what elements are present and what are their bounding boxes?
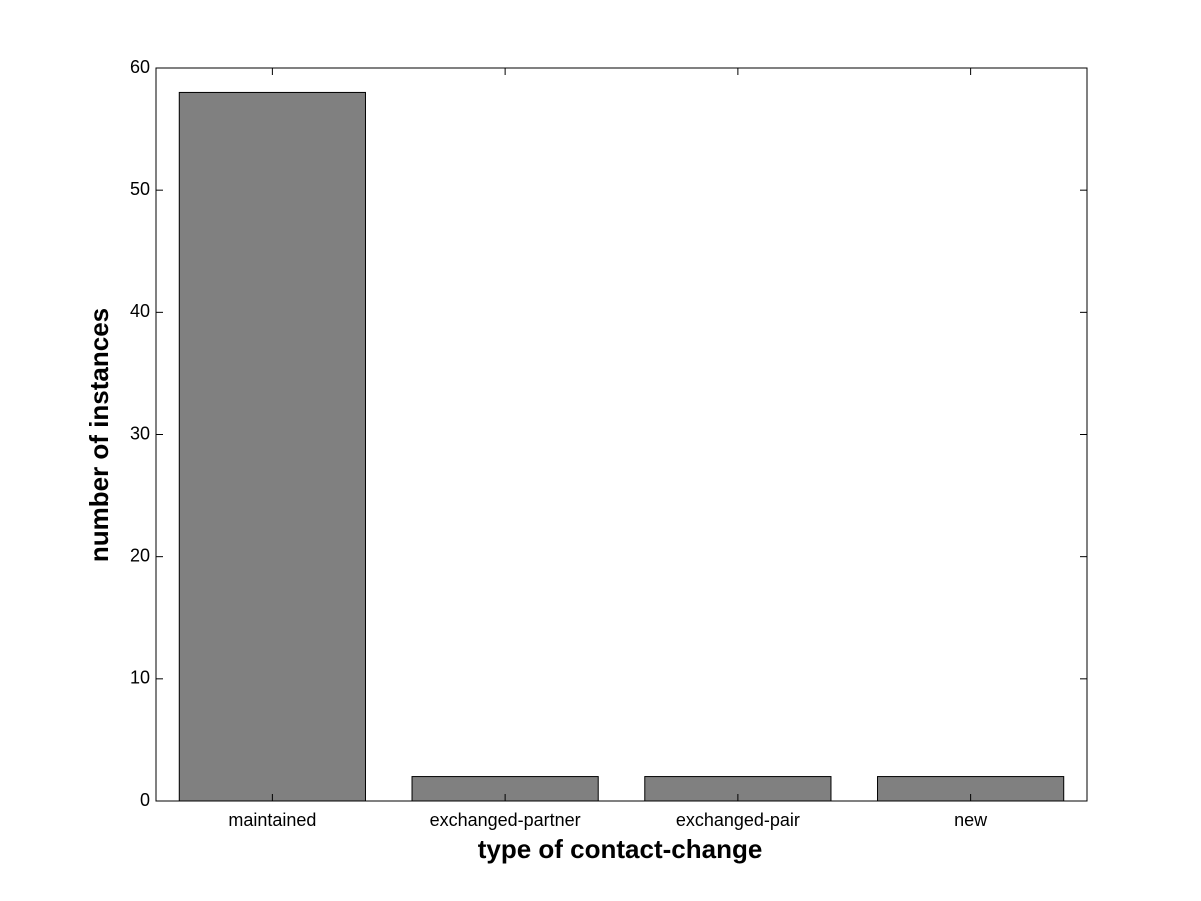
y-tick-label: 40 bbox=[130, 301, 150, 321]
y-tick-label: 10 bbox=[130, 668, 150, 688]
x-tick-label: exchanged-pair bbox=[676, 810, 800, 830]
x-axis-label: type of contact-change bbox=[478, 834, 763, 864]
x-tick-label: exchanged-partner bbox=[430, 810, 581, 830]
y-tick-label: 0 bbox=[140, 790, 150, 810]
x-tick-label: maintained bbox=[228, 810, 316, 830]
y-tick-label: 30 bbox=[130, 423, 150, 443]
y-tick-label: 20 bbox=[130, 545, 150, 565]
x-tick-label: new bbox=[954, 810, 988, 830]
y-tick-label: 50 bbox=[130, 179, 150, 199]
bar bbox=[178, 91, 366, 802]
plot-frame bbox=[155, 67, 1088, 802]
y-axis-label: number of instances bbox=[84, 308, 114, 562]
y-tick-label: 60 bbox=[130, 57, 150, 77]
